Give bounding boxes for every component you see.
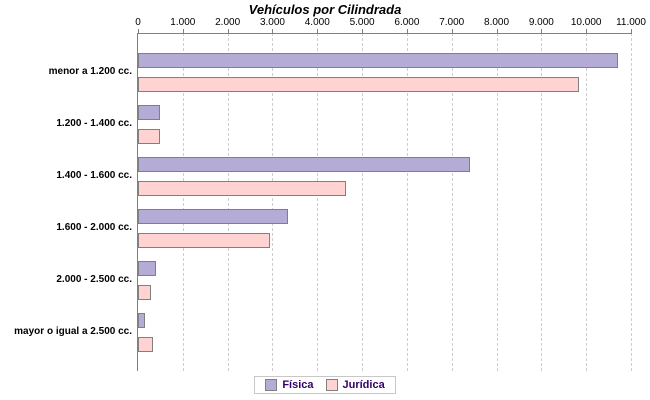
gridline [362, 33, 364, 371]
chart-title: Vehículos por Cilindrada [248, 2, 402, 17]
x-tick [451, 29, 453, 33]
x-tick-label: 8.000 [484, 17, 510, 28]
legend-item-juridica: Jurídica [325, 379, 385, 391]
category-label: 2.000 - 2.500 cc. [56, 274, 132, 285]
x-tick [138, 29, 139, 33]
bar-juridica-2 [138, 181, 347, 196]
x-tick [496, 29, 498, 33]
gridline [631, 33, 632, 371]
x-axis-line [137, 33, 632, 34]
gridline [496, 33, 498, 371]
bar-fisica-1 [138, 105, 161, 120]
category-label: mayor o igual a 2.500 cc. [14, 326, 132, 337]
bar-juridica-5 [138, 337, 153, 352]
legend-box: Física Jurídica [254, 376, 396, 394]
x-tick-label: 0 [135, 17, 141, 28]
legend-label-juridica: Jurídica [342, 379, 385, 391]
x-tick [182, 29, 184, 33]
x-tick-label: 10.000 [570, 17, 602, 28]
x-tick [317, 29, 319, 33]
x-tick-label: 1.000 [170, 17, 196, 28]
gridline [406, 33, 408, 371]
gridline [317, 33, 319, 371]
x-tick-label: 5.000 [349, 17, 375, 28]
gridline [451, 33, 453, 371]
gridline [272, 33, 274, 371]
bar-fisica-2 [138, 157, 470, 172]
gridline [541, 33, 543, 371]
gridline [227, 33, 229, 371]
category-label: 1.600 - 2.000 cc. [56, 222, 132, 233]
category-label: 1.400 - 1.600 cc. [56, 170, 132, 181]
x-tick [631, 29, 632, 33]
bar-fisica-3 [138, 209, 289, 224]
x-tick [586, 29, 588, 33]
x-tick-label: 4.000 [304, 17, 330, 28]
legend-item-fisica: Física [265, 379, 314, 391]
bar-fisica-4 [138, 261, 156, 276]
x-tick [406, 29, 408, 33]
x-tick [541, 29, 543, 33]
legend-label-fisica: Física [282, 379, 314, 391]
category-label: 1.200 - 1.400 cc. [56, 118, 132, 129]
x-tick-label: 7.000 [439, 17, 465, 28]
category-label: menor a 1.200 cc. [48, 66, 132, 77]
bar-fisica-0 [138, 53, 618, 68]
legend-swatch-juridica [325, 379, 338, 391]
bar-juridica-3 [138, 233, 271, 248]
legend: Física Jurídica [0, 376, 650, 394]
x-tick-label: 3.000 [259, 17, 285, 28]
gridline [586, 33, 588, 371]
x-tick [272, 29, 274, 33]
bar-juridica-1 [138, 129, 161, 144]
bar-fisica-5 [138, 313, 145, 328]
bar-juridica-4 [138, 285, 151, 300]
gridline [182, 33, 184, 371]
x-tick-label: 11.000 [616, 17, 646, 28]
x-tick [362, 29, 364, 33]
x-tick [227, 29, 229, 33]
x-tick-label: 2.000 [215, 17, 241, 28]
x-tick-label: 6.000 [394, 17, 420, 28]
x-tick-label: 9.000 [528, 17, 554, 28]
bar-juridica-0 [138, 77, 580, 92]
y-axis-line [137, 33, 138, 371]
legend-swatch-fisica [265, 379, 278, 391]
